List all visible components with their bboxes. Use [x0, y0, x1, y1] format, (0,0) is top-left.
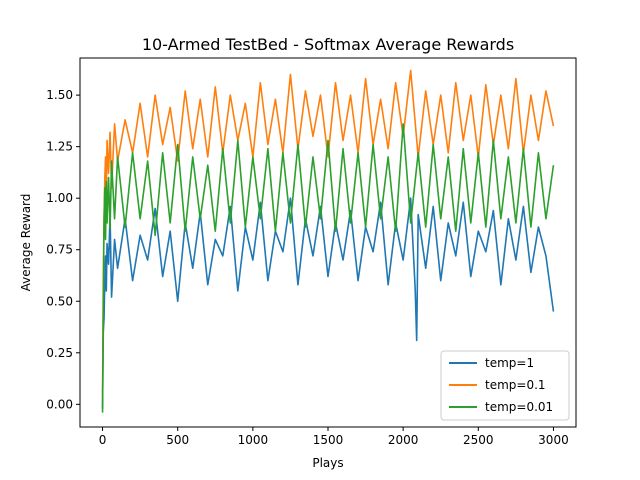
- y-axis-label: Average Reward: [19, 194, 33, 292]
- x-axis-label: Plays: [312, 456, 343, 470]
- x-tick-label: 500: [166, 433, 189, 447]
- y-tick-label: 0.25: [46, 346, 73, 360]
- y-tick-label: 0.00: [46, 397, 73, 411]
- x-tick-label: 3000: [538, 433, 569, 447]
- x-axis-ticks: 0 500 1000 1500 2000 2500 3000: [99, 427, 569, 447]
- legend-label: temp=0.01: [485, 400, 553, 414]
- x-tick-label: 1000: [238, 433, 269, 447]
- legend: temp=1 temp=0.1 temp=0.01: [440, 350, 570, 421]
- y-tick-label: 1.00: [46, 191, 73, 205]
- series-line-3: [101, 123, 555, 413]
- legend-label: temp=1: [485, 356, 534, 370]
- y-tick-label: 0.50: [46, 294, 73, 308]
- y-axis-ticks: 0.00 0.25 0.50 0.75 1.00 1.25 1.50: [46, 88, 80, 411]
- y-tick-label: 1.25: [46, 140, 73, 154]
- legend-box: [440, 350, 570, 421]
- y-tick-label: 0.75: [46, 243, 73, 257]
- chart-title: 10-Armed TestBed - Softmax Average Rewar…: [142, 35, 514, 54]
- series-layer: [101, 69, 555, 413]
- x-tick-label: 0: [99, 433, 107, 447]
- x-tick-label: 2000: [388, 433, 419, 447]
- x-tick-label: 2500: [463, 433, 494, 447]
- legend-label: temp=0.1: [485, 378, 546, 392]
- x-tick-label: 1500: [313, 433, 344, 447]
- series-line-1: [101, 197, 555, 409]
- y-tick-label: 1.50: [46, 88, 73, 102]
- series-line-2: [101, 69, 555, 395]
